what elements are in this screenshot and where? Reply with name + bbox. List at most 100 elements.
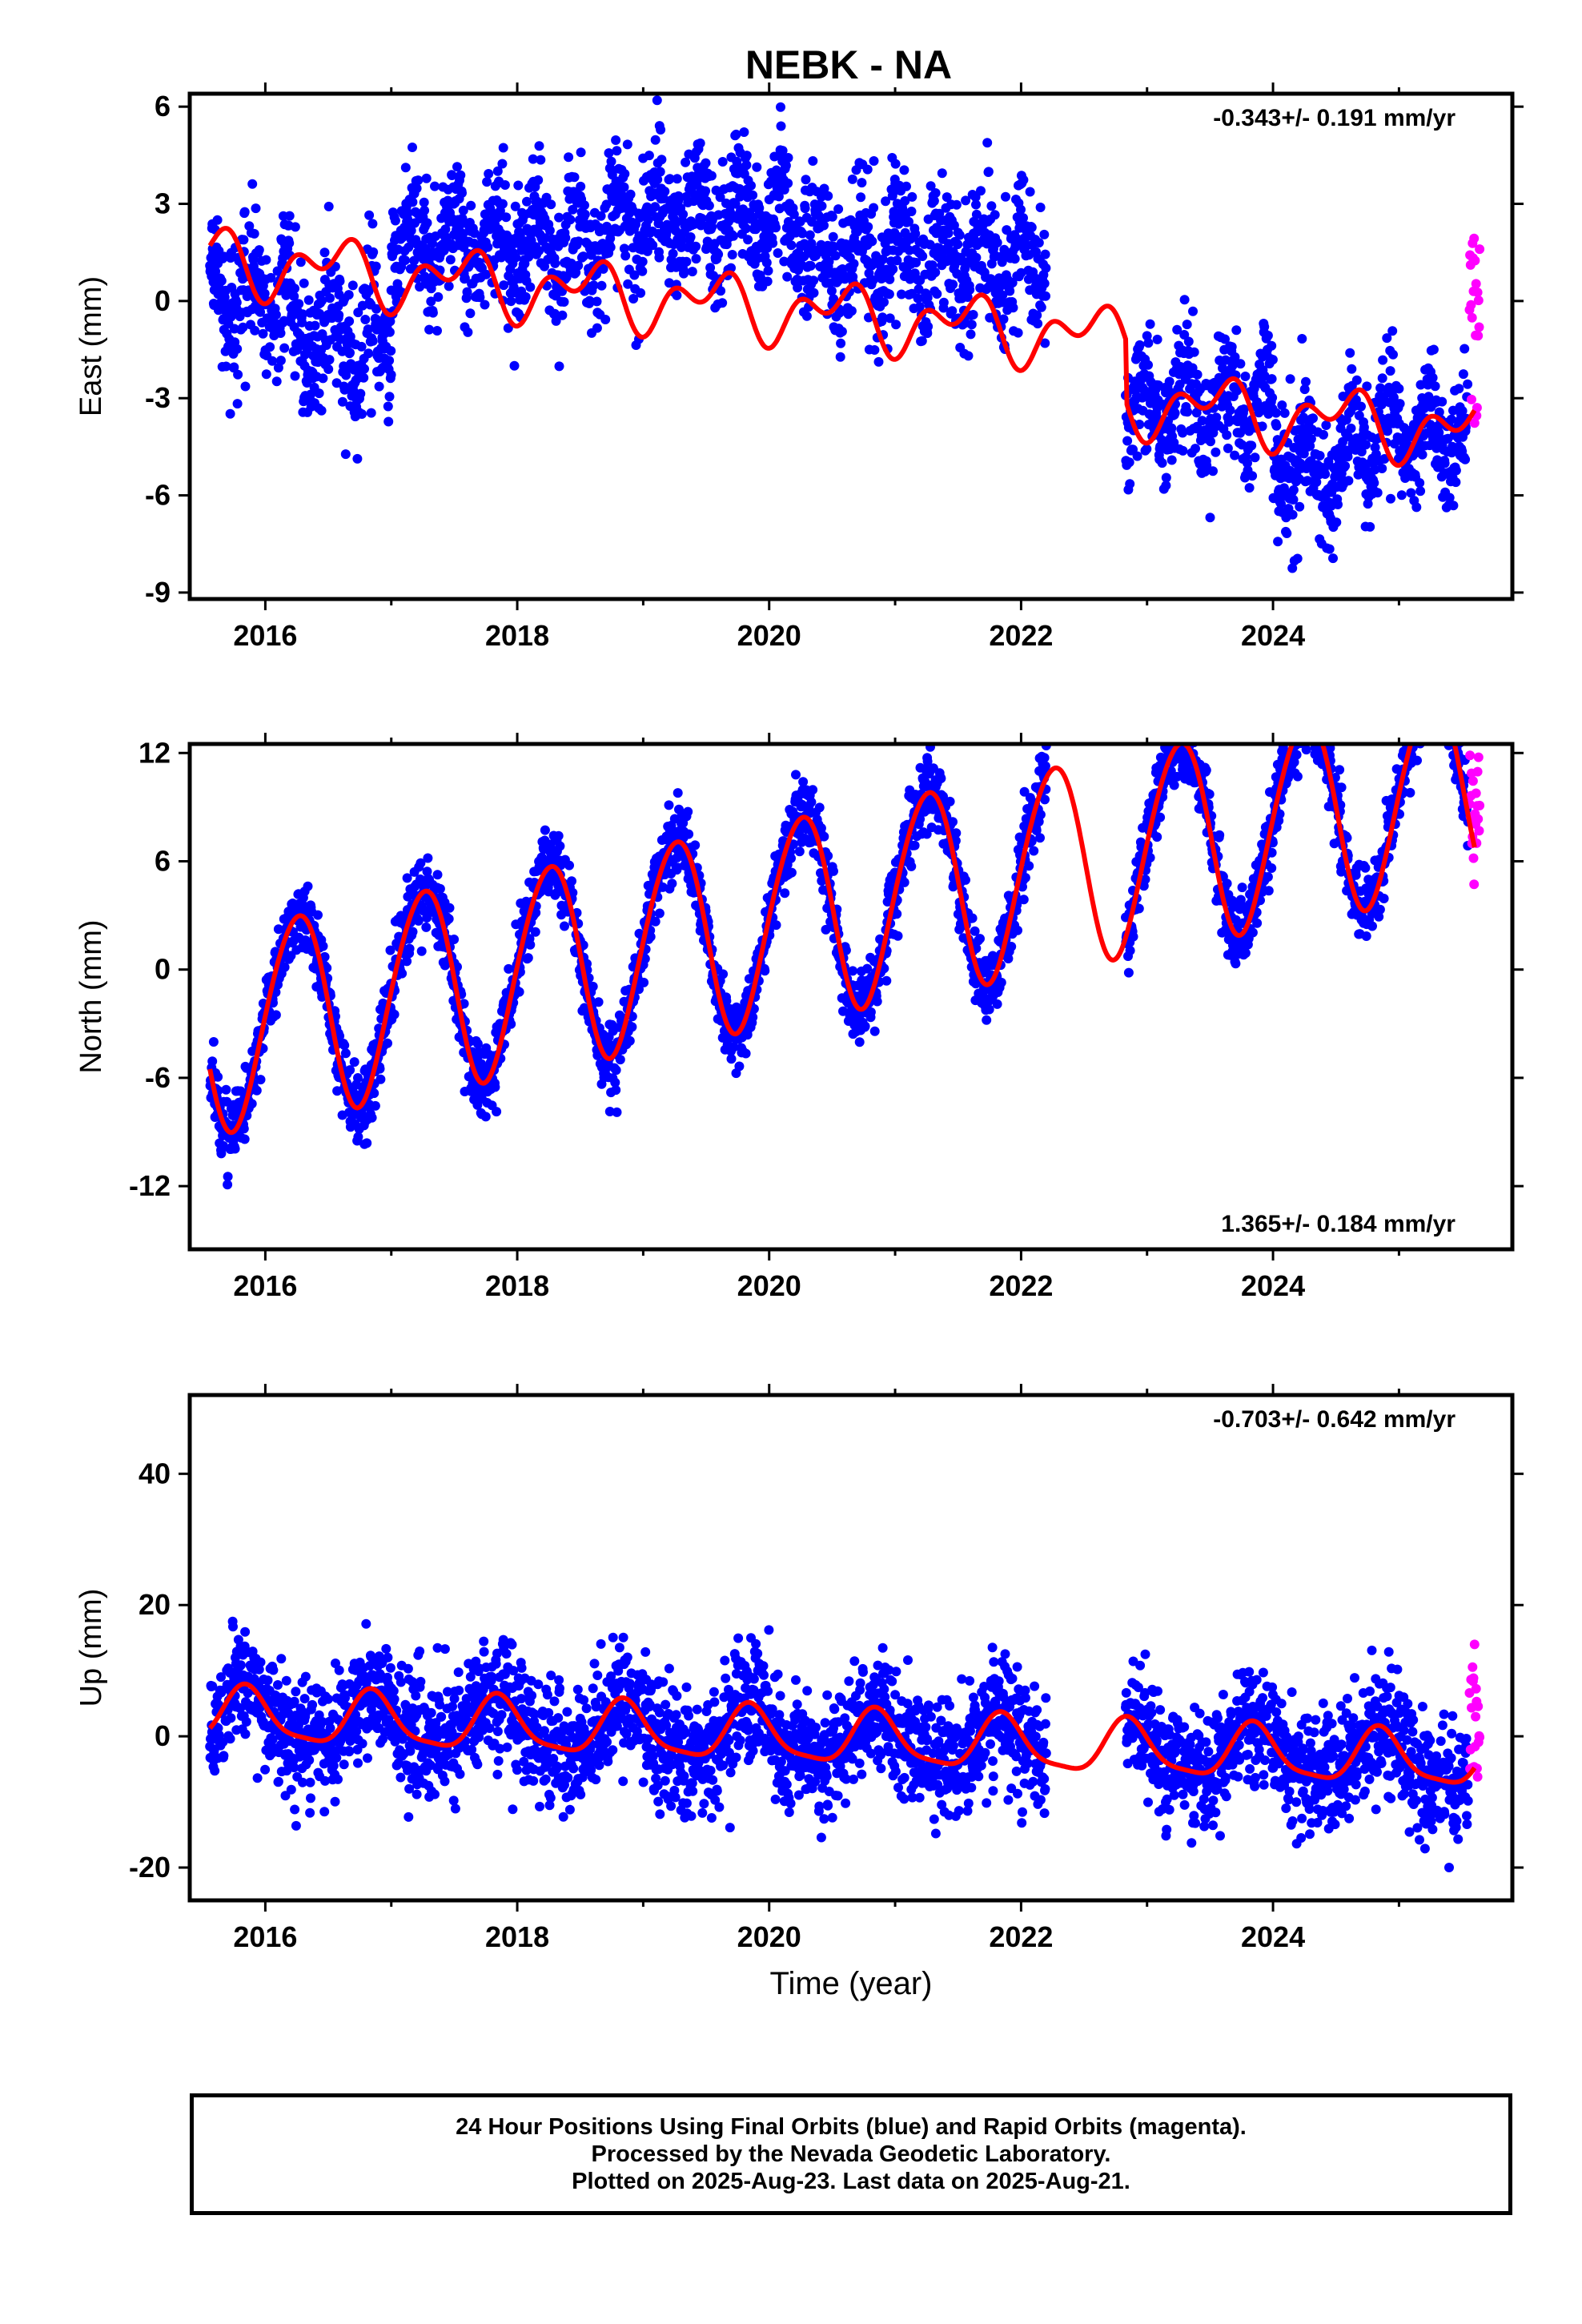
data-point (1125, 479, 1135, 489)
data-point (1143, 338, 1154, 348)
rapid-point (1474, 322, 1484, 332)
data-point (1032, 310, 1042, 320)
data-point (1279, 483, 1289, 493)
data-point (1417, 449, 1427, 460)
data-point (1208, 466, 1218, 476)
data-point (1243, 458, 1252, 468)
data-point (592, 323, 602, 333)
data-point (877, 312, 888, 323)
data-point (565, 215, 576, 225)
data-point (402, 956, 412, 967)
data-point (809, 287, 819, 298)
data-point (504, 963, 514, 974)
data-point (836, 338, 846, 348)
data-point (1343, 452, 1353, 462)
data-point (1172, 324, 1182, 335)
data-point (1305, 440, 1315, 451)
data-point (369, 1088, 379, 1099)
data-point (352, 453, 363, 464)
data-point (1250, 452, 1260, 463)
data-point (1347, 364, 1357, 374)
data-point (419, 197, 429, 207)
data-point (773, 248, 783, 258)
x-tick-label: 2020 (737, 619, 801, 652)
data-point (366, 408, 376, 418)
data-point (679, 268, 689, 279)
data-point (992, 238, 1002, 247)
data-point (1333, 500, 1343, 509)
data-point (456, 170, 466, 180)
data-point (578, 251, 588, 262)
data-point (525, 939, 536, 950)
data-point (397, 968, 408, 979)
data-point (588, 280, 599, 291)
data-point (873, 356, 884, 367)
data-point (1331, 517, 1342, 528)
data-point (697, 213, 707, 223)
data-point (368, 247, 379, 257)
data-point (432, 326, 442, 336)
data-point (522, 196, 532, 207)
data-point (1324, 544, 1335, 554)
data-point (359, 364, 369, 374)
data-point (605, 242, 616, 252)
data-point (576, 181, 586, 191)
data-point (913, 284, 924, 295)
data-point (659, 194, 669, 203)
data-point (415, 282, 425, 292)
data-point (265, 342, 275, 352)
data-point (971, 209, 982, 219)
data-point (1183, 336, 1194, 347)
data-point (533, 175, 544, 185)
data-point (249, 228, 259, 239)
data-points-north (205, 744, 1485, 1190)
data-point (367, 1112, 377, 1123)
data-point (1179, 330, 1190, 340)
data-point (1460, 344, 1470, 354)
data-point (520, 292, 531, 302)
data-point (458, 205, 468, 215)
data-point (789, 209, 799, 219)
data-point (862, 963, 873, 974)
data-point (1267, 374, 1277, 384)
data-point (449, 935, 460, 944)
data-point (564, 860, 574, 870)
data-point (752, 162, 762, 172)
data-point (428, 308, 438, 318)
y-tick-label: 0 (155, 284, 171, 317)
data-point (937, 168, 947, 179)
data-point (593, 997, 604, 1007)
data-point (911, 257, 921, 267)
data-point (910, 228, 921, 239)
x-tick-label: 2016 (233, 619, 297, 652)
data-point (949, 220, 959, 231)
data-point (713, 249, 724, 259)
data-point (877, 254, 888, 264)
data-point (340, 449, 351, 460)
data-point (1451, 465, 1461, 476)
data-point (1299, 384, 1310, 395)
data-point (221, 1084, 231, 1095)
data-point (540, 233, 550, 243)
data-point (247, 1099, 257, 1109)
data-point (324, 355, 335, 365)
data-point (1206, 436, 1215, 447)
data-point (869, 345, 880, 355)
data-point (1428, 344, 1439, 355)
data-point (945, 796, 955, 806)
data-point (310, 320, 320, 331)
data-point (1329, 603, 1339, 613)
data-point (965, 284, 975, 295)
data-point (472, 1039, 483, 1049)
data-point (1239, 404, 1249, 414)
data-point (314, 388, 324, 399)
data-point (606, 156, 616, 167)
data-point (1394, 384, 1404, 394)
data-point (275, 356, 286, 366)
data-point (1249, 384, 1259, 394)
data-point (1351, 395, 1361, 405)
data-point (655, 167, 665, 177)
data-point (1406, 488, 1416, 498)
data-point (781, 160, 791, 171)
